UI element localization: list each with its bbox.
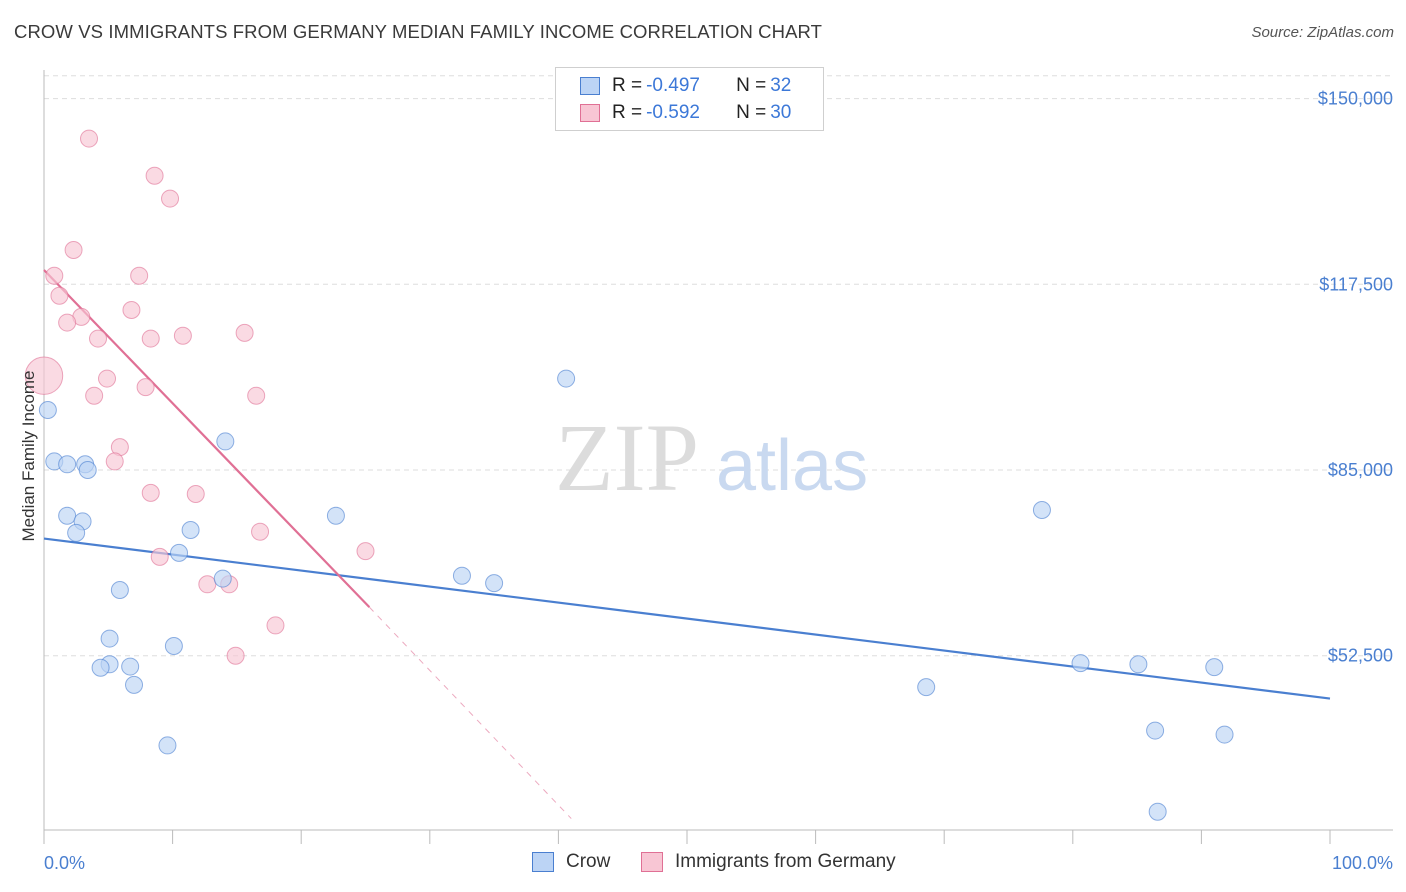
germany-point xyxy=(85,386,104,405)
germany-point xyxy=(251,522,270,541)
germany-point xyxy=(80,129,99,148)
crow-point xyxy=(1215,725,1234,744)
germany-legend-label: Immigrants from Germany xyxy=(675,851,896,872)
x-tick-label: 100.0% xyxy=(1332,853,1393,873)
y-tick-label: $117,500 xyxy=(1319,274,1393,294)
crow-point xyxy=(1146,721,1165,740)
legend-item-crow: Crow xyxy=(532,851,610,873)
crow-legend-label: Crow xyxy=(566,851,611,872)
correlation-legend: R = -0.497 N = 32 R = -0.592 N = 30 xyxy=(555,67,824,131)
crow-point xyxy=(485,574,504,593)
crow-point xyxy=(170,543,189,562)
legend-row-crow: R = -0.497 N = 32 xyxy=(580,73,791,99)
crow-point xyxy=(1032,501,1051,519)
germany-point xyxy=(198,575,217,594)
crow-point xyxy=(125,675,144,694)
germany-point xyxy=(150,547,169,566)
crow-point xyxy=(326,506,345,525)
source-label: Source: ZipAtlas.com xyxy=(1251,24,1394,41)
crow-point xyxy=(67,523,86,542)
germany-point xyxy=(356,542,375,561)
germany-point xyxy=(173,326,192,345)
chart-title: CROW VS IMMIGRANTS FROM GERMANY MEDIAN F… xyxy=(14,21,823,42)
germany-point xyxy=(235,323,254,342)
crow-point xyxy=(58,455,77,474)
germany-point xyxy=(24,356,64,395)
germany-point xyxy=(266,616,285,635)
legend-row-germany: R = -0.592 N = 30 xyxy=(580,100,791,126)
crow-r-value: -0.497 xyxy=(646,75,700,96)
crow-point xyxy=(1205,658,1224,677)
y-tick-label: $150,000 xyxy=(1318,89,1393,109)
crow-point xyxy=(91,658,110,677)
crow-legend-swatch xyxy=(532,852,554,872)
crow-point xyxy=(216,432,235,451)
germany-n-label: N = xyxy=(736,102,767,123)
crow-point xyxy=(38,401,57,419)
crow-point xyxy=(1148,802,1167,821)
watermark-zip: ZIP xyxy=(555,404,699,511)
crow-point xyxy=(78,461,97,479)
germany-point xyxy=(58,313,77,332)
germany-r-label: R = xyxy=(612,102,643,123)
crow-point xyxy=(1071,654,1090,673)
watermark-atlas: atlas xyxy=(716,426,868,506)
axes xyxy=(43,70,1393,844)
crow-points xyxy=(38,369,1234,821)
y-tick-label: $85,000 xyxy=(1328,460,1393,480)
crow-swatch xyxy=(580,77,600,95)
germany-point xyxy=(161,189,180,208)
y-tick-label: $52,500 xyxy=(1328,646,1393,666)
crow-n-value: 32 xyxy=(770,75,792,96)
crow-point xyxy=(557,369,576,388)
germany-point xyxy=(145,166,164,185)
series-legend: Crow Immigrants from Germany xyxy=(0,851,1406,877)
trendline-germany xyxy=(43,269,371,608)
germany-point xyxy=(105,452,124,471)
crow-point xyxy=(110,581,129,599)
crow-point xyxy=(917,678,936,697)
germany-point xyxy=(186,485,205,503)
crow-point xyxy=(452,566,471,585)
crow-point xyxy=(158,736,177,755)
crow-r-label: R = xyxy=(612,75,643,96)
germany-legend-swatch xyxy=(641,852,663,872)
x-tick-label: 0.0% xyxy=(44,853,85,873)
crow-point xyxy=(164,637,183,655)
trendlines xyxy=(43,269,1331,819)
watermark: ZIP atlas xyxy=(555,404,868,511)
germany-point xyxy=(122,301,141,319)
germany-point xyxy=(50,286,69,305)
crow-point xyxy=(1129,655,1148,674)
crow-point xyxy=(213,569,232,588)
germany-points xyxy=(24,129,375,665)
germany-point xyxy=(89,329,108,348)
crow-n-label: N = xyxy=(736,75,767,96)
germany-r-value: -0.592 xyxy=(646,102,700,123)
germany-point xyxy=(141,483,160,502)
trendline-crow xyxy=(43,537,1331,700)
trendline-germany xyxy=(368,606,572,819)
gridlines xyxy=(44,75,1393,657)
crow-point xyxy=(181,521,200,539)
crow-point xyxy=(100,629,119,648)
tick-labels: $52,500 $85,000 $117,500 $150,000 0.0% 100.0% xyxy=(44,89,1393,873)
legend-item-germany: Immigrants from Germany xyxy=(641,851,896,873)
germany-point xyxy=(64,241,83,259)
germany-point xyxy=(141,329,160,348)
crow-point xyxy=(121,657,140,676)
germany-point xyxy=(98,369,117,388)
germany-n-value: 30 xyxy=(770,102,792,123)
germany-point xyxy=(226,646,245,665)
germany-point xyxy=(130,266,149,285)
germany-point xyxy=(136,378,155,397)
germany-point xyxy=(247,386,266,405)
y-axis-title: Median Family Income xyxy=(19,370,38,541)
crow-point xyxy=(58,506,77,525)
germany-point xyxy=(45,266,64,285)
germany-swatch xyxy=(580,104,600,122)
